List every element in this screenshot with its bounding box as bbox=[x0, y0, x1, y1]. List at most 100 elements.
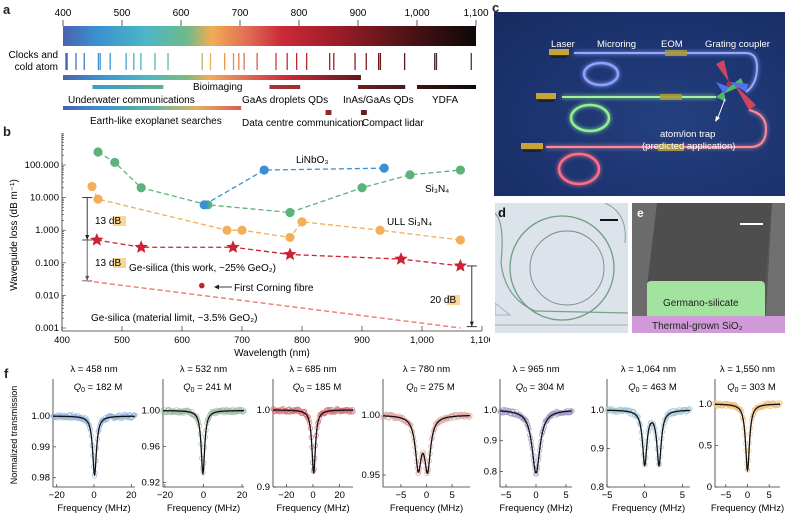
b-point bbox=[93, 194, 103, 204]
f-ytick-label: 1.0 bbox=[699, 399, 712, 410]
b-point bbox=[136, 183, 146, 193]
f-xlabel: Frequency (MHz) bbox=[167, 503, 240, 514]
b-star-point bbox=[90, 233, 104, 246]
label-grating: Grating coupler bbox=[705, 39, 770, 50]
eom-red bbox=[658, 144, 684, 151]
series-line bbox=[97, 151, 461, 214]
panel-a-spectrum: 400 500 600 700 800 900 1,000 1,100 Clocks and … bbox=[9, 8, 489, 128]
f-ytick-label: 0.98 bbox=[32, 473, 51, 484]
f-title-q: Q0 = 185 M bbox=[293, 382, 342, 394]
f-xtick-label: 5 bbox=[767, 490, 772, 501]
a-tick-label: 800 bbox=[291, 8, 308, 19]
label-trap-2: (predicted application) bbox=[642, 141, 735, 152]
f-xtick-label: 0 bbox=[642, 490, 647, 501]
label-eom: EOM bbox=[661, 39, 683, 50]
series-ge-silica-material-limit-3-5-geo- bbox=[85, 280, 461, 329]
b-point bbox=[375, 225, 385, 235]
b-star-point bbox=[134, 240, 148, 253]
spectrum-bar bbox=[63, 26, 476, 46]
f-xlabel: Frequency (MHz) bbox=[499, 503, 572, 514]
band-gaas-droplets-qds bbox=[269, 85, 301, 89]
trap-arrow bbox=[716, 98, 726, 121]
resonance-plot-f5: 1.0 0.9 0.8 −5 0 5 Frequency (MHz) λ = 965 nm Q0… bbox=[484, 364, 575, 514]
a-tick-label: 900 bbox=[350, 8, 367, 19]
resonance-plot-f7: 1.0 0.5 0 −5 0 5 Frequency (MHz) λ = 1,550 nm Q0… bbox=[699, 364, 784, 514]
label-13db-a: 13 dB bbox=[95, 216, 121, 227]
resonance-plot-f6: 1.0 0.9 0.8−5 0 5 Frequency (MHz) λ = 1,064 nm… bbox=[591, 364, 693, 514]
b-xlabel: Wavelength (nm) bbox=[234, 348, 310, 359]
f-xtick-label: 0 bbox=[533, 490, 538, 501]
f-xlabel: Frequency (MHz) bbox=[276, 503, 349, 514]
band-label-underwater: Underwater communications bbox=[68, 95, 195, 106]
b-star-point bbox=[394, 252, 408, 265]
label-ull-si3n4: ULL Si₃N₄ bbox=[387, 217, 432, 228]
grating-coupler-beams bbox=[716, 60, 756, 110]
thermal-oxide-layer bbox=[632, 316, 785, 333]
panel-a-letter: a bbox=[3, 2, 11, 17]
f-xtick-label: −20 bbox=[278, 490, 294, 501]
f-fit-curve bbox=[715, 403, 780, 473]
panel-c-schematic: Laser Microring EOM Grating coupler bbox=[494, 12, 785, 196]
b-point bbox=[379, 163, 389, 173]
photonic-circuit-illustration: Laser Microring EOM Grating coupler bbox=[521, 39, 770, 186]
b-point bbox=[222, 225, 232, 235]
b-ytick-label: 10.000 bbox=[30, 193, 59, 204]
b-ytick-label: 100.000 bbox=[25, 160, 59, 171]
b-point bbox=[455, 165, 465, 175]
loss-chart-annotations bbox=[82, 197, 477, 328]
a-tick-label: 1,000 bbox=[404, 8, 429, 19]
f-xlabel: Frequency (MHz) bbox=[612, 503, 685, 514]
f-xtick-label: −5 bbox=[395, 490, 406, 501]
b-point bbox=[237, 225, 247, 235]
laser-icon-green bbox=[536, 93, 556, 102]
f-title-lambda: λ = 685 nm bbox=[289, 364, 336, 375]
band-bioimaging bbox=[63, 75, 361, 80]
resonance-plot-f2: 1.00 0.96 0.92−20 0 20 Frequency (MHz) λ = 532… bbox=[142, 364, 248, 514]
f-title-q: Q0 = 241 M bbox=[183, 382, 232, 394]
f-ytick-label: 0.8 bbox=[591, 482, 604, 493]
band-compact-lidar bbox=[360, 110, 367, 115]
clocks-label-line2: cold atom bbox=[15, 62, 58, 73]
loss-chart-series bbox=[85, 147, 468, 329]
f-xtick-label: 5 bbox=[563, 490, 568, 501]
b-point bbox=[285, 232, 295, 243]
series-ull-si-n- bbox=[87, 181, 465, 245]
label-lnbo3: LiNbO₃ bbox=[296, 155, 328, 166]
a-tick-label: 700 bbox=[232, 8, 249, 19]
band-label-inas: InAs/GaAs QDs bbox=[343, 95, 414, 106]
series-ge-silica-this-work-25-geo- bbox=[90, 233, 468, 272]
label-gesilica-limit: Ge-silica (material limit, ~3.5% GeO₂) bbox=[91, 313, 257, 324]
resonance-plot-f1: 1.00 0.99 0.98 −20 0 20 Frequency (MHz) λ = 458… bbox=[32, 364, 138, 514]
f-xtick-label: 20 bbox=[237, 490, 248, 501]
b-ytick-label: 0.010 bbox=[35, 290, 59, 301]
panel-f-resonance-plots: Normalized transmission 1.000.990.98−20 0… bbox=[9, 364, 784, 514]
panel-d-microscope-image: d bbox=[495, 203, 628, 333]
a-tick-label: 500 bbox=[114, 8, 131, 19]
b-xtick-label: 600 bbox=[174, 335, 190, 346]
band-underwater-communications bbox=[92, 85, 164, 89]
f-xtick-label: 0 bbox=[201, 490, 206, 501]
f-ylabel: Normalized transmission bbox=[9, 386, 19, 485]
clocks-label-line1: Clocks and bbox=[9, 50, 58, 61]
f-xtick-label: −5 bbox=[501, 490, 512, 501]
f-title-lambda: λ = 458 nm bbox=[70, 364, 117, 375]
panel-e-sem-image: e Germano-silicate Thermal-grown SiO₂ bbox=[632, 203, 785, 333]
panel-e-letter: e bbox=[637, 206, 644, 220]
b-xtick-label: 1,000 bbox=[410, 335, 434, 346]
panel-d-letter: d bbox=[498, 205, 506, 220]
b-xtick-label: 500 bbox=[114, 335, 130, 346]
b-ytick-label: 1.000 bbox=[35, 225, 59, 236]
f-fit-curve bbox=[53, 415, 136, 477]
f-xtick-label: 0 bbox=[91, 490, 96, 501]
f-ytick-label: 0.9 bbox=[484, 436, 497, 447]
b-star-point bbox=[226, 240, 240, 253]
f-fit-curve bbox=[607, 409, 691, 468]
f-data-point bbox=[132, 412, 138, 418]
f-xtick-label: 20 bbox=[334, 490, 345, 501]
b-point bbox=[110, 157, 120, 168]
panel-c-letter: c bbox=[492, 0, 500, 15]
series-linbo- bbox=[199, 163, 389, 210]
b-star-point bbox=[283, 247, 297, 261]
f-xlabel: Frequency (MHz) bbox=[57, 503, 130, 514]
band-label-gaas: GaAs droplets QDs bbox=[242, 95, 328, 106]
